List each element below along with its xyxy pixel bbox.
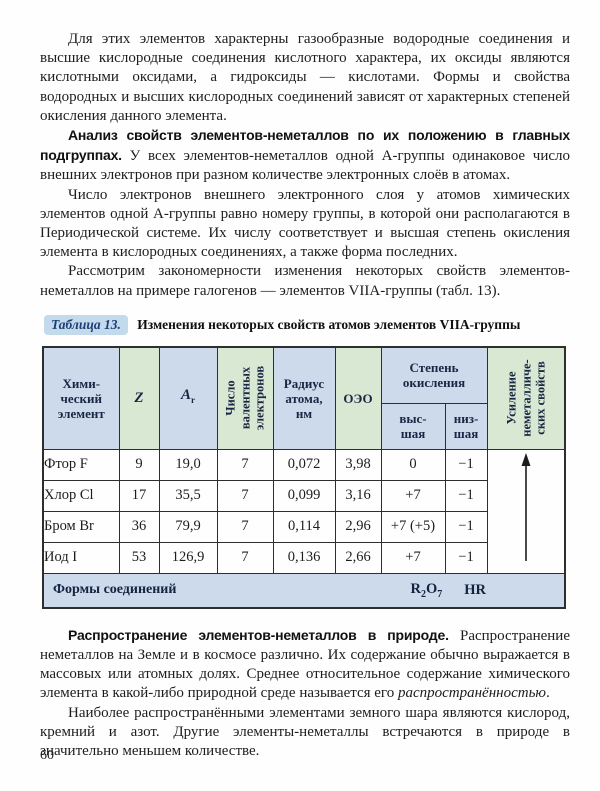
paragraph-analysis-subgroups: Анализ свойств элементов-неметаллов по и…	[40, 126, 570, 186]
cell-element: Хлор Cl	[42, 479, 120, 512]
cell-element: Иод I	[42, 541, 120, 574]
ar-subscript: r	[191, 395, 195, 406]
table-row-chlorine: Хлор Cl 17 35,5 7 0,099 3,16 +7 −1	[42, 479, 565, 512]
header-oxidation-highest: выс- шая	[380, 402, 446, 450]
cell-valence: 7	[216, 479, 274, 512]
ar-symbol: A	[180, 387, 191, 404]
cell-valence: 7	[216, 510, 274, 543]
paragraph-halogens-intro: Рассмотрим закономерности изменения неко…	[40, 262, 570, 300]
cell-z: 17	[118, 479, 160, 512]
cell-oxidation-high: +7	[380, 541, 446, 574]
table-row-iodine: Иод I 53 126,9 7 0,136 2,66 +7 −1	[42, 541, 565, 574]
cell-oeo: 2,66	[334, 541, 382, 574]
formula-part: O	[425, 580, 438, 597]
header-nonmetallic-increase: Усиление неметалличе- ских свойств	[486, 346, 566, 450]
header-relative-atomic-mass: Ar	[158, 346, 218, 450]
cell-oxidation-high: 0	[380, 448, 446, 481]
paragraph-text: У всех элементов-неметаллов одной А-груп…	[40, 148, 570, 184]
paragraph-text: Распространение неметаллов на Земле и в …	[40, 627, 570, 702]
table-row-bromine: Бром Br 36 79,9 7 0,114 2,96 +7 (+5) −1	[42, 510, 565, 543]
paragraph-italic-term: распространённостью	[397, 685, 546, 702]
formula-sub: 2	[420, 588, 426, 600]
cell-oxidation-low: −1	[444, 510, 488, 543]
paragraph-most-abundant: Наиболее распространёнными элементами зе…	[40, 704, 570, 762]
hydride-formula: HR	[464, 581, 487, 598]
cell-radius: 0,072	[272, 448, 336, 481]
paragraph-outer-electrons: Число электронов внешнего электронного с…	[40, 186, 570, 263]
paragraph-hydrogen-compounds: Для этих элементов характерны газообразн…	[40, 30, 570, 126]
nonmetal-rotated-text: Усиление неметалличе- ских свойств	[504, 359, 548, 438]
header-atomic-radius: Радиус атома, нм	[272, 346, 336, 450]
oxide-formula: R2O7	[411, 581, 443, 600]
cell-element: Бром Br	[42, 510, 120, 543]
paragraph-text: Для этих элементов характерны газообразн…	[40, 31, 570, 124]
cell-oxidation-low: −1	[444, 541, 488, 574]
paragraph-lead-bold: Распространение элементов-неметаллов в п…	[68, 626, 449, 643]
table-header-row-2: выс- шая низ- шая	[43, 402, 565, 450]
paragraph-text: .	[546, 685, 550, 702]
halogen-properties-table: Хими- ческий элемент Z Ar Число валентны…	[42, 345, 567, 609]
header-electronegativity: ОЭО	[334, 346, 382, 450]
cell-oxidation-high: +7	[380, 479, 446, 512]
table-header-row-1: Хими- ческий элемент Z Ar Число валентны…	[42, 346, 566, 450]
cell-valence: 7	[216, 541, 274, 574]
compound-forms-label: Формы соединений	[53, 582, 177, 598]
paragraph-text: Наиболее распространёнными элементами зе…	[40, 704, 570, 760]
cell-ar: 126,9	[158, 541, 218, 574]
up-arrow-icon	[521, 452, 531, 561]
paragraph-distribution-nature: Распространение элементов-неметаллов в п…	[40, 626, 570, 704]
header-oxidation-state: Степень окисления	[380, 346, 488, 404]
cell-ar: 79,9	[158, 510, 218, 543]
header-chemical-element: Хими- ческий элемент	[42, 346, 120, 450]
cell-z: 53	[118, 541, 160, 574]
table-row-fluorine: Фтор F 9 19,0 7 0,072 3,98 0 −1	[42, 448, 566, 574]
header-oxidation-lowest: низ- шая	[444, 402, 488, 450]
cell-radius: 0,136	[272, 541, 336, 574]
cell-z: 9	[118, 448, 160, 481]
table-footer-row: Формы соединений R2O7 HR	[42, 572, 566, 609]
cell-radius: 0,099	[272, 479, 336, 512]
nonmetallic-increase-arrow-cell	[486, 448, 566, 574]
page-content: Для этих элементов характерны газообразн…	[40, 30, 570, 762]
formula-part: R	[410, 580, 421, 597]
paragraph-lead-bold: Анализ свойств элементов-неметаллов по и…	[40, 127, 570, 164]
cell-ar: 35,5	[158, 479, 218, 512]
cell-oeo: 2,96	[334, 510, 382, 543]
cell-valence: 7	[216, 448, 274, 481]
cell-oxidation-low: −1	[444, 448, 488, 481]
cell-oxidation-low: −1	[444, 479, 488, 512]
page-number: 60	[40, 748, 54, 763]
formula-sub: 7	[437, 588, 443, 600]
paragraph-text: Рассмотрим закономерности изменения неко…	[40, 263, 570, 299]
cell-oxidation-high: +7 (+5)	[380, 510, 446, 543]
cell-element: Фтор F	[42, 448, 120, 481]
cell-oeo: 3,16	[334, 479, 382, 512]
cell-z: 36	[118, 510, 160, 543]
header-atomic-number-z: Z	[118, 346, 160, 450]
cell-radius: 0,114	[272, 510, 336, 543]
paragraph-text: Число электронов внешнего электронного с…	[40, 186, 570, 261]
cell-oeo: 3,98	[334, 448, 382, 481]
table-caption: Таблица 13. Изменения некоторых свойств …	[44, 314, 570, 335]
compound-forms-layout: Формы соединений R2O7 HR	[44, 581, 564, 600]
cell-ar: 19,0	[158, 448, 218, 481]
valence-rotated-text: Число валентных электронов	[223, 366, 267, 431]
table-caption-text: Изменения некоторых свойств атомов элеме…	[137, 316, 521, 332]
header-valence-electrons: Число валентных электронов	[216, 346, 274, 450]
compound-forms-cell: Формы соединений R2O7 HR	[42, 572, 566, 609]
table-caption-label: Таблица 13.	[44, 314, 128, 335]
